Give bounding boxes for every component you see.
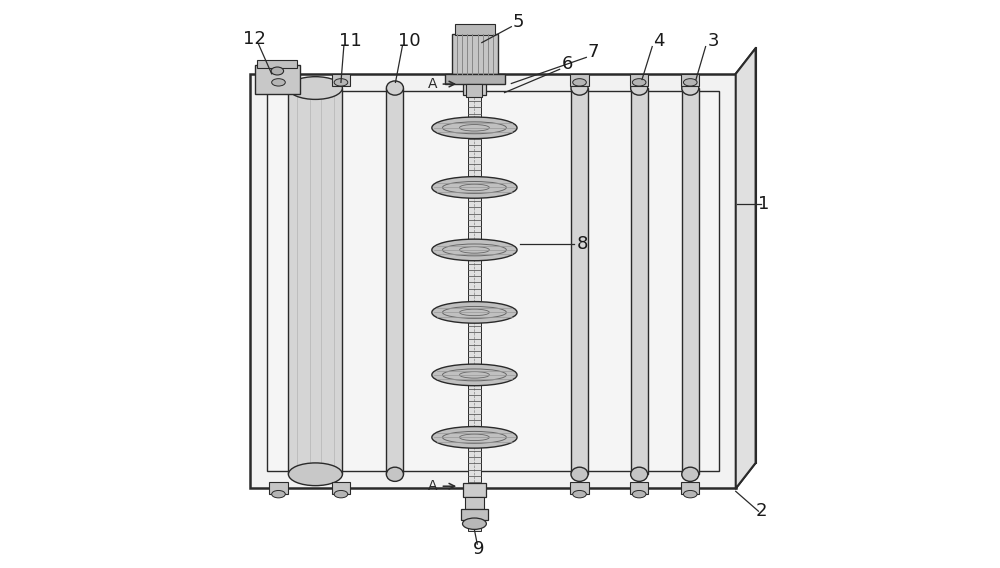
Ellipse shape	[272, 78, 285, 86]
Ellipse shape	[432, 302, 517, 323]
Text: 2: 2	[756, 502, 767, 520]
Text: 1: 1	[758, 195, 770, 214]
Ellipse shape	[632, 491, 646, 498]
Bar	[332, 74, 350, 86]
Bar	[468, 27, 481, 531]
Text: 12: 12	[243, 30, 265, 48]
Ellipse shape	[683, 78, 697, 86]
Bar	[570, 482, 589, 494]
Text: 11: 11	[339, 32, 362, 50]
Bar	[681, 74, 699, 86]
Bar	[682, 88, 699, 474]
Ellipse shape	[432, 117, 517, 139]
Ellipse shape	[386, 467, 403, 481]
Ellipse shape	[432, 364, 517, 386]
Ellipse shape	[632, 78, 646, 86]
Text: 9: 9	[473, 540, 485, 558]
Ellipse shape	[432, 427, 517, 448]
Text: 7: 7	[588, 43, 599, 61]
Text: 5: 5	[513, 12, 524, 31]
Text: 10: 10	[398, 32, 420, 50]
Bar	[461, 509, 488, 520]
Bar	[332, 482, 350, 494]
Ellipse shape	[571, 467, 588, 481]
Ellipse shape	[432, 177, 517, 198]
Text: 8: 8	[577, 235, 588, 253]
Ellipse shape	[271, 67, 284, 75]
Bar	[466, 84, 482, 97]
Bar	[465, 69, 484, 82]
Bar	[681, 482, 699, 494]
Bar	[630, 74, 648, 86]
Bar	[269, 74, 288, 86]
Bar	[269, 482, 288, 494]
Bar	[463, 483, 486, 497]
Ellipse shape	[288, 463, 342, 486]
Ellipse shape	[573, 78, 586, 86]
Bar	[250, 74, 736, 488]
Ellipse shape	[432, 239, 517, 261]
Ellipse shape	[334, 78, 348, 86]
Text: A: A	[428, 479, 438, 493]
Text: A: A	[428, 77, 438, 91]
Bar	[570, 74, 589, 86]
Bar	[288, 88, 342, 474]
Bar	[386, 88, 403, 474]
Polygon shape	[736, 48, 756, 488]
Ellipse shape	[682, 81, 699, 95]
Bar	[257, 60, 297, 68]
Bar	[631, 88, 648, 474]
Ellipse shape	[571, 81, 588, 95]
Bar	[455, 24, 495, 35]
Bar	[452, 34, 498, 74]
Text: 6: 6	[561, 55, 573, 73]
Ellipse shape	[272, 491, 285, 498]
Ellipse shape	[386, 81, 403, 95]
Ellipse shape	[334, 491, 348, 498]
Ellipse shape	[463, 518, 486, 529]
Ellipse shape	[682, 467, 699, 481]
Ellipse shape	[631, 81, 648, 95]
Bar	[630, 482, 648, 494]
Text: 3: 3	[707, 32, 719, 51]
Bar	[445, 74, 505, 84]
Bar	[463, 81, 486, 95]
Ellipse shape	[288, 77, 342, 99]
Bar	[255, 65, 300, 94]
Bar	[571, 88, 588, 474]
Bar	[465, 497, 484, 509]
Bar	[267, 91, 719, 471]
Ellipse shape	[573, 491, 586, 498]
Ellipse shape	[631, 467, 648, 481]
Ellipse shape	[683, 491, 697, 498]
Text: 4: 4	[653, 32, 665, 51]
